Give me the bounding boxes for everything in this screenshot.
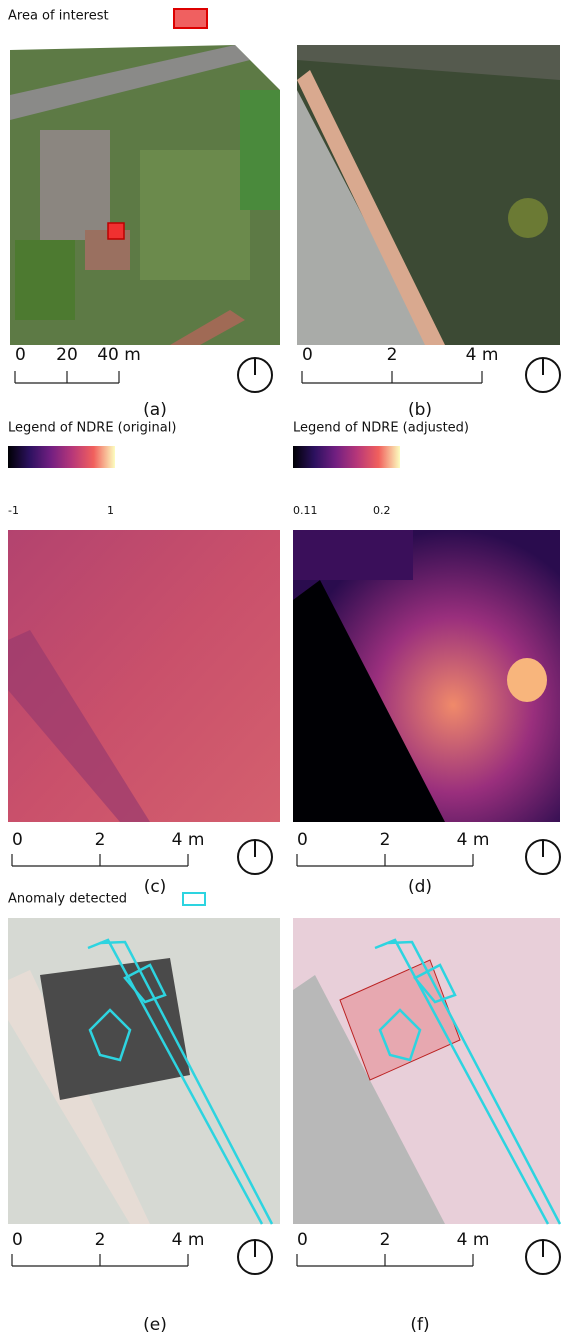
anomaly-photo xyxy=(8,918,280,1224)
legend-title: Area of interest xyxy=(8,9,109,24)
scale-label: 2 xyxy=(380,1230,391,1250)
scale-label: 2 xyxy=(387,345,398,365)
ndre-original-map xyxy=(8,530,280,822)
scale-label: 2 xyxy=(95,830,106,850)
anomaly-ndre xyxy=(293,918,560,1224)
legend-title: Legend of NDRE (original) xyxy=(8,421,176,436)
area-marker xyxy=(108,223,124,239)
colorbar xyxy=(293,446,400,468)
panel-label: (e) xyxy=(143,1315,167,1335)
panel-label: (a) xyxy=(143,400,167,420)
panel-label: (f) xyxy=(410,1315,429,1335)
scale-label: 2 xyxy=(95,1230,106,1250)
legend-swatch xyxy=(174,9,207,28)
legend-title: Anomaly detected xyxy=(8,892,127,907)
legend-title: Legend of NDRE (adjusted) xyxy=(293,421,469,436)
scale-label: 0 xyxy=(297,830,308,850)
scale-label: 4 m xyxy=(466,345,499,365)
scale-label: 4 m xyxy=(457,1230,490,1250)
colorbar-max: 0.2 xyxy=(373,504,391,517)
scale-label: 0 xyxy=(12,830,23,850)
scale-label: 4 m xyxy=(457,830,490,850)
scale-label: 0 xyxy=(297,1230,308,1250)
scale-label: 0 xyxy=(15,345,26,365)
colorbar-min: -1 xyxy=(8,504,19,517)
scale-label: 40 m xyxy=(97,345,141,365)
scale-label: 0 xyxy=(12,1230,23,1250)
scale-label: 4 m xyxy=(172,1230,205,1250)
scale-label: 20 xyxy=(56,345,78,365)
photo xyxy=(297,45,560,345)
figure: Area of interest Legend of NDRE (origina… xyxy=(0,0,562,1338)
scale-label: 4 m xyxy=(172,830,205,850)
aerial-map xyxy=(10,45,280,345)
panel-label: (b) xyxy=(408,400,432,420)
ndre-adjusted-map xyxy=(293,530,560,822)
legend-swatch xyxy=(183,893,205,905)
colorbar-max: 1 xyxy=(107,504,114,517)
scale-label: 2 xyxy=(380,830,391,850)
colorbar-min: 0.11 xyxy=(293,504,318,517)
panel-label: (d) xyxy=(408,877,432,897)
scale-label: 0 xyxy=(302,345,313,365)
panel-label: (c) xyxy=(144,877,167,897)
colorbar xyxy=(8,446,115,468)
